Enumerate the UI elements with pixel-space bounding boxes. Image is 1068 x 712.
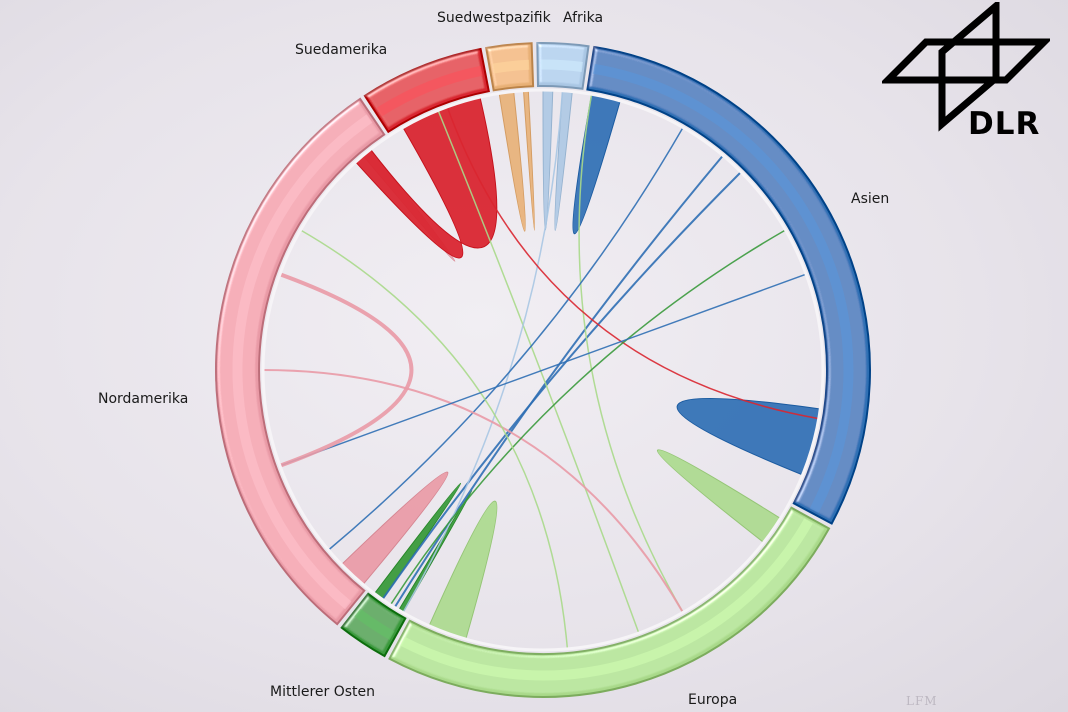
arc-highlight-nordamerika: [232, 114, 373, 610]
arc-asien: [586, 45, 871, 525]
label-suedwestpazifik: Suedwestpazifik: [437, 10, 551, 26]
label-europa: Europa: [688, 692, 738, 708]
chord-line-mittlerer-osten: [389, 229, 786, 606]
label-afrika: Afrika: [563, 10, 604, 26]
chord-line-europa: [578, 94, 684, 613]
chord-line-asien: [393, 154, 724, 609]
region-arcs: [215, 41, 871, 698]
label-suedamerika: Suedamerika: [295, 42, 388, 58]
arc-highlight-europa: [400, 518, 813, 681]
inner-ring: [261, 88, 825, 652]
ribbon-afrika: [542, 89, 573, 232]
chord-line-asien: [381, 171, 742, 600]
ribbon-suedamerika: [354, 96, 498, 259]
chord-line-asien: [328, 127, 684, 551]
arc-highlight-mittlerer-osten: [354, 608, 395, 640]
chord-line-suedamerika: [446, 106, 819, 420]
chord-line-nordamerika: [262, 369, 684, 614]
dlr-logo-icon: [882, 2, 1050, 132]
label-asien: Asien: [851, 191, 890, 207]
label-nordamerika: Nordamerika: [98, 391, 189, 407]
arc-highlight-asien: [593, 63, 854, 513]
ribbon-suedwestpazifik: [498, 89, 536, 232]
watermark: LFM: [906, 694, 938, 708]
label-mittlerer-osten: Mittlerer Osten: [270, 684, 376, 700]
chord-line-europa: [300, 229, 569, 649]
ribbons: [262, 89, 824, 651]
chord-line-asien: [279, 273, 807, 467]
dlr-logo-text: DLR: [968, 106, 1041, 142]
arc-highlight-afrika: [540, 59, 583, 72]
arc-highlight-suedwestpazifik: [492, 59, 530, 74]
chord-line-nordamerika: [279, 272, 414, 468]
arc-highlight-suedamerika: [376, 65, 483, 117]
chord-line-afrika: [402, 90, 564, 613]
